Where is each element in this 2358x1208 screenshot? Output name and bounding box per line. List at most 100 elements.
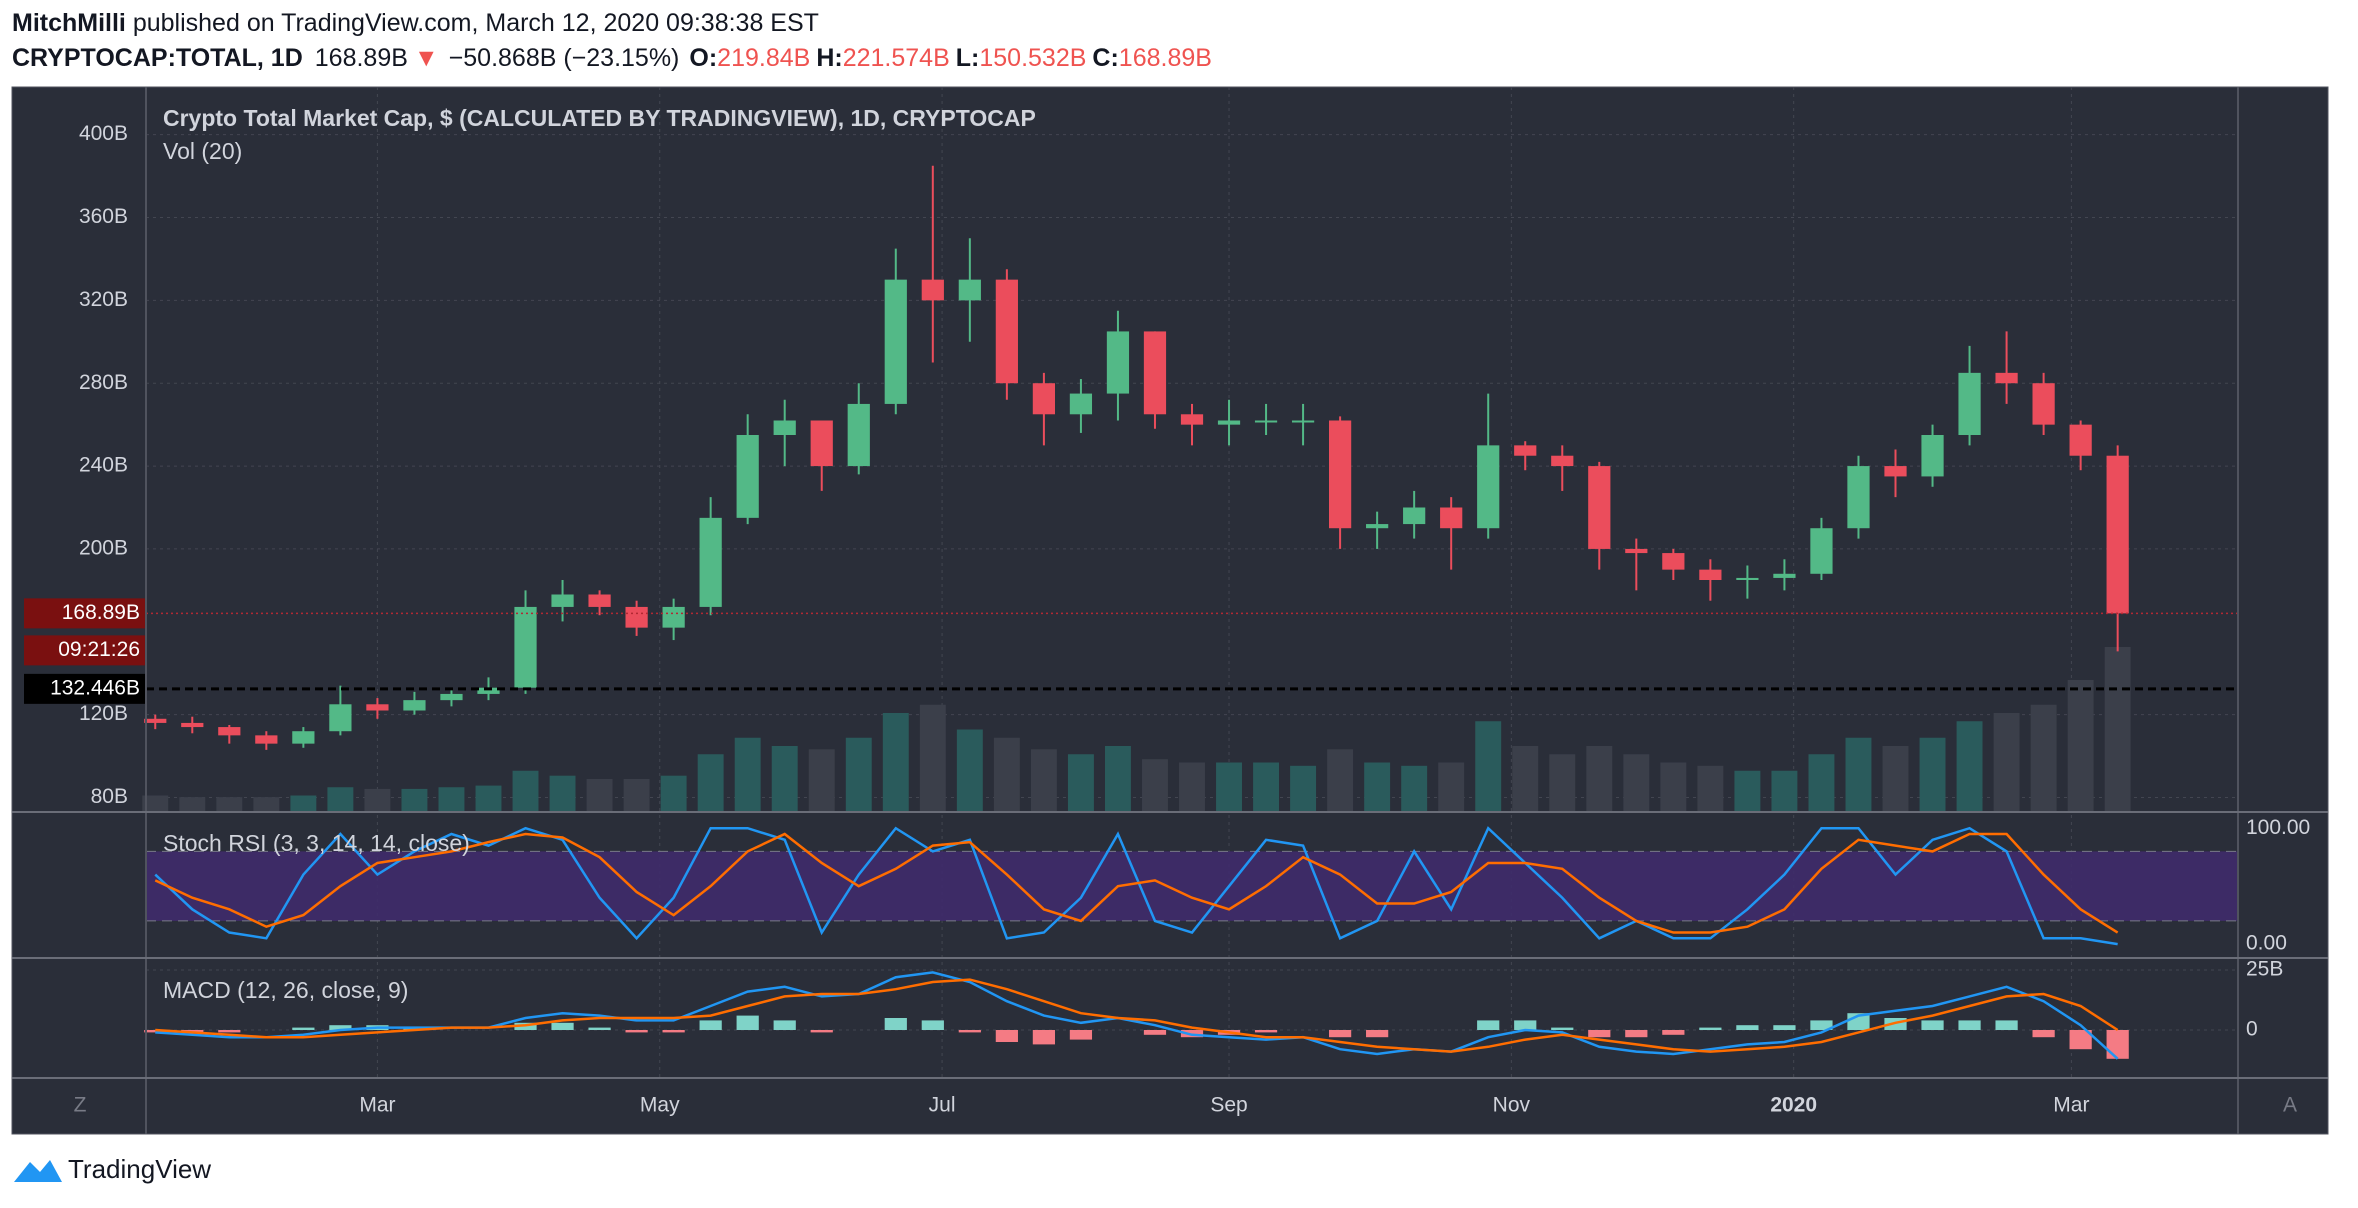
macd-histogram (2106, 1030, 2129, 1059)
candle-body (588, 594, 611, 607)
volume-bar (438, 787, 465, 812)
macd-histogram (1921, 1020, 1944, 1030)
volume-bar (253, 797, 280, 812)
candle-body (477, 687, 500, 694)
macd-histogram (773, 1020, 796, 1030)
candle-body (218, 727, 241, 736)
volume-bar (1067, 754, 1094, 812)
candle-body (1921, 435, 1944, 477)
candle-body (1180, 414, 1204, 425)
candle-body (662, 606, 685, 628)
candle-body (1514, 445, 1537, 456)
last: 168.89B (315, 44, 408, 72)
volume-bar (660, 775, 687, 812)
macd-histogram (1662, 1030, 1685, 1035)
volume-bar (1512, 746, 1539, 812)
macd-histogram (884, 1018, 907, 1030)
c: 168.89B (1119, 44, 1212, 72)
volume-bar (1845, 737, 1872, 812)
author: MitchMilli (12, 9, 126, 37)
candle-body (1588, 466, 1611, 549)
volume-bar (2104, 647, 2131, 812)
published: published on TradingView.com, March 12, … (126, 9, 819, 37)
x-tick-label: Jul (929, 1094, 956, 1117)
volume-bar (1179, 762, 1205, 812)
candle-body (403, 700, 426, 711)
macd-histogram (1254, 1030, 1278, 1033)
chart-title: Crypto Total Market Cap, $ (CALCULATED B… (163, 105, 1036, 131)
y-tick-label: 400B (79, 122, 128, 145)
macd-histogram (1551, 1027, 1574, 1030)
candle-body (1291, 420, 1315, 423)
stoch-line (154, 832, 2119, 934)
macd-histogram (1958, 1020, 1981, 1030)
y-tick-label: 0.00 (2246, 932, 2287, 955)
arrow: ▼ (414, 44, 439, 72)
volume-bar (1993, 713, 2020, 812)
volume-bar (1623, 754, 1650, 812)
y-tick-label: 80B (91, 785, 128, 808)
volume-bar (771, 746, 798, 812)
volume-bar (1475, 721, 1502, 812)
volume-bar (549, 775, 576, 812)
candle-body (810, 420, 833, 467)
y-tick-label: 100.00 (2246, 816, 2310, 839)
macd-histogram (588, 1027, 611, 1030)
volume-bar (475, 785, 502, 812)
volume-bar (1030, 749, 1057, 812)
volume-bar (327, 787, 354, 812)
c-label: C: (1092, 44, 1118, 72)
candle-body (2032, 383, 2055, 425)
candle-body (1477, 445, 1500, 529)
macd-histogram (1032, 1030, 1056, 1045)
macd-histogram (736, 1015, 759, 1030)
candle-body (181, 722, 204, 728)
macd-histogram (292, 1027, 315, 1030)
chart-frame (11, 86, 2329, 1135)
candle-body (1143, 331, 1167, 415)
candle-body (958, 279, 981, 301)
volume-bar (1734, 770, 1761, 812)
countdown: 09:21:26 (58, 638, 140, 661)
x-tick-label: 2020 (1770, 1094, 1817, 1117)
volume-bar (1327, 749, 1354, 812)
volume-bar (1549, 754, 1576, 812)
volume-bar (2067, 680, 2094, 812)
o-label: O: (689, 44, 717, 72)
candle-body (551, 594, 574, 607)
corner-a: A (2283, 1094, 2297, 1117)
candle-body (625, 606, 648, 628)
candle-body (1847, 466, 1870, 529)
candle-body (2106, 455, 2129, 614)
symbol: CRYPTOCAP:TOTAL, 1D (12, 44, 303, 72)
macd-histogram (921, 1020, 944, 1030)
volume-bar (364, 788, 391, 812)
volume-bar (1882, 746, 1909, 812)
macd-histogram (218, 1030, 241, 1033)
volume-bar (1697, 765, 1724, 812)
candle-body (847, 403, 870, 467)
volume-bar (1216, 762, 1242, 812)
macd-histogram (1625, 1030, 1648, 1038)
volume-bar (1364, 762, 1391, 812)
macd-histogram (958, 1030, 981, 1033)
macd-histogram (1514, 1020, 1537, 1030)
candle-body (144, 718, 167, 723)
candle-body (366, 704, 389, 711)
candle-body (1625, 548, 1648, 554)
macd-histogram (1773, 1025, 1796, 1030)
candle-body (995, 279, 1018, 384)
corner-z: Z (74, 1094, 87, 1117)
x-tick-label: Mar (2053, 1094, 2089, 1117)
candle-body (440, 693, 463, 701)
volume-bar (1401, 765, 1428, 812)
candle-body (1032, 383, 1056, 415)
volume-bar (919, 704, 946, 812)
publish-line: MitchMilli published on TradingView.com,… (12, 9, 819, 37)
volume-bar (623, 779, 650, 812)
volume-bar (1104, 746, 1131, 812)
candle-body (1995, 372, 2018, 384)
volume-bar (179, 797, 206, 812)
volume-bar (845, 737, 872, 812)
macd-histogram (1995, 1020, 2018, 1030)
